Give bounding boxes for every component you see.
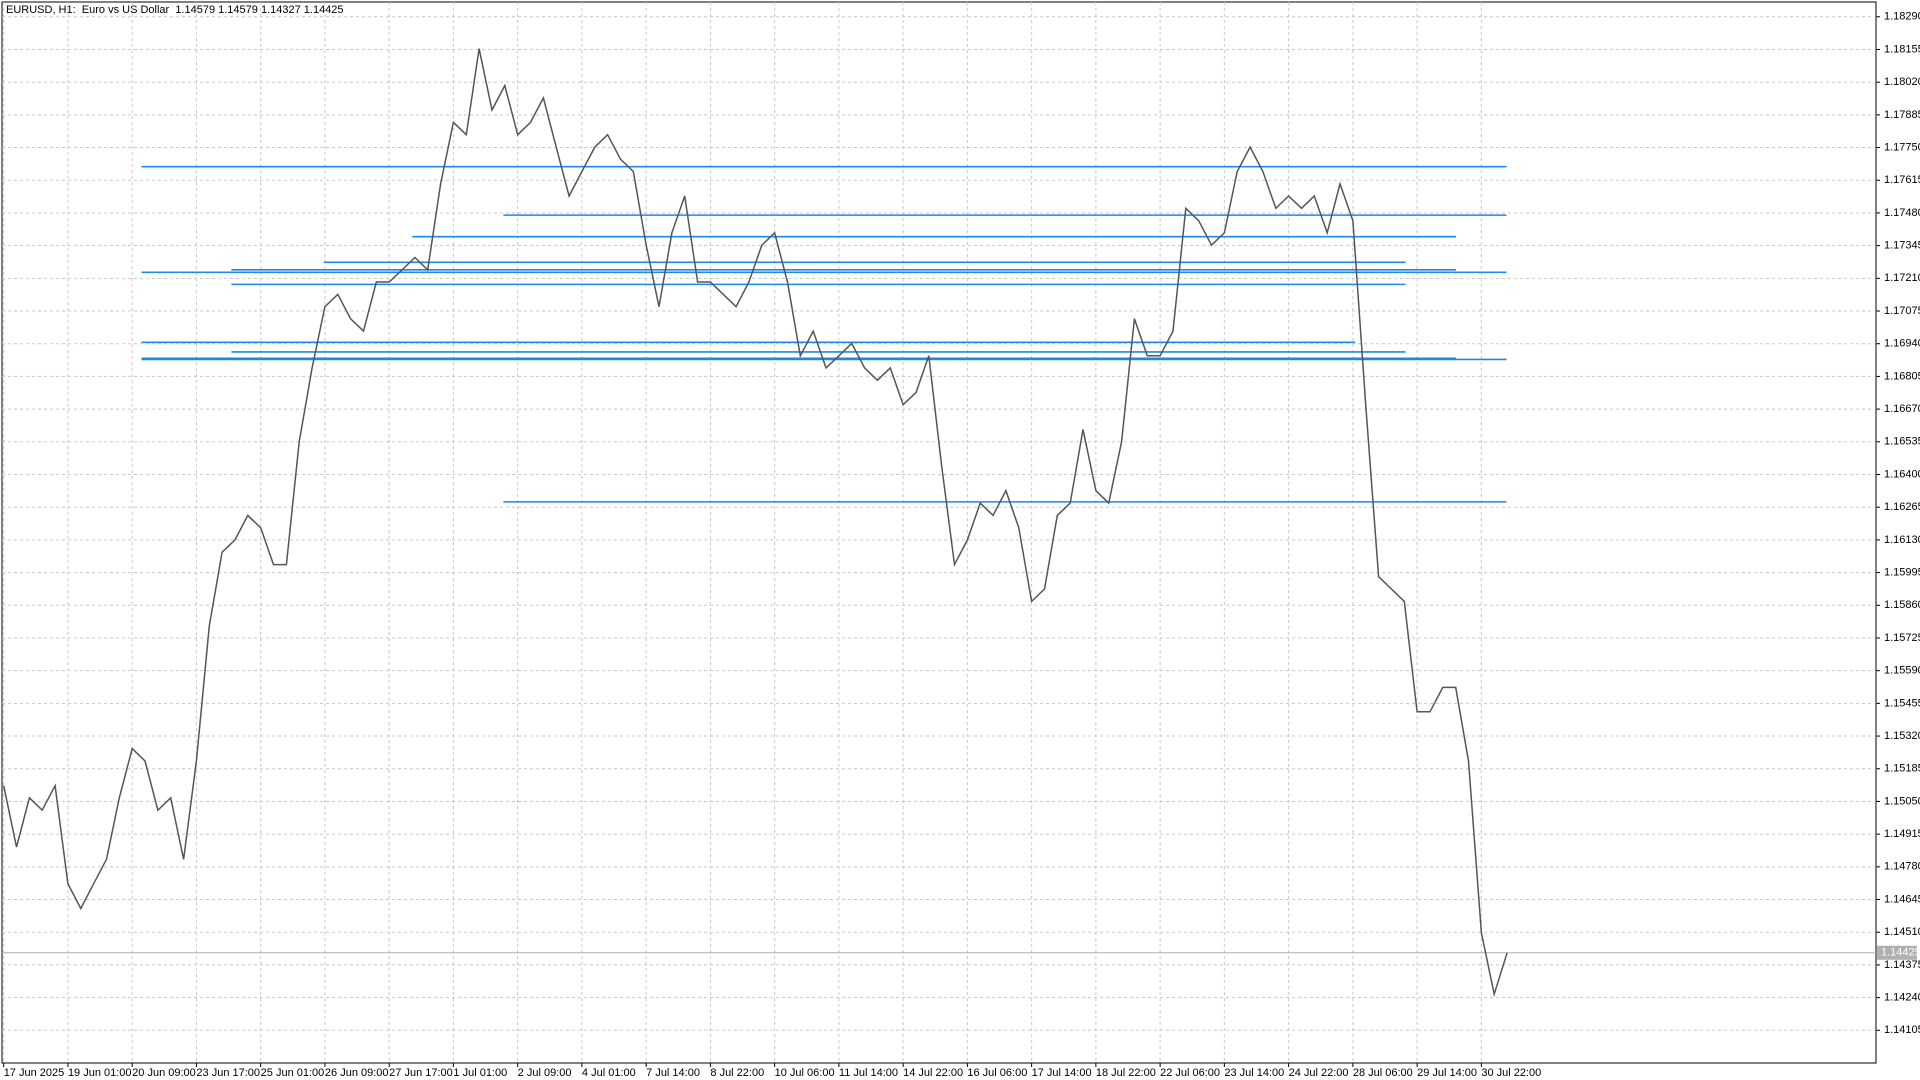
y-tick-label: 1.14240 xyxy=(1884,992,1920,1004)
x-tick-label: 17 Jul 14:00 xyxy=(1032,1067,1092,1079)
y-tick-label: 1.16400 xyxy=(1884,468,1920,480)
y-tick-label: 1.15725 xyxy=(1884,632,1920,644)
x-tick-label: 2 Jul 09:00 xyxy=(518,1067,572,1079)
x-tick-label: 28 Jul 06:00 xyxy=(1353,1067,1413,1079)
x-tick-label: 23 Jul 14:00 xyxy=(1224,1067,1284,1079)
x-tick-label: 16 Jul 06:00 xyxy=(967,1067,1027,1079)
y-tick-label: 1.15050 xyxy=(1884,795,1920,807)
x-tick-label: 14 Jul 22:00 xyxy=(903,1067,963,1079)
y-tick-label: 1.15860 xyxy=(1884,599,1920,611)
y-tick-label: 1.16535 xyxy=(1884,436,1920,448)
chart-title: EURUSD, H1: Euro vs US Dollar 1.14579 1.… xyxy=(6,4,344,16)
y-tick-label: 1.16940 xyxy=(1884,338,1920,350)
x-tick-label: 20 Jun 09:00 xyxy=(132,1067,196,1079)
x-tick-label: 22 Jul 06:00 xyxy=(1160,1067,1220,1079)
y-tick-label: 1.17750 xyxy=(1884,141,1920,153)
y-tick-label: 1.14105 xyxy=(1884,1024,1920,1036)
x-tick-label: 7 Jul 14:00 xyxy=(646,1067,700,1079)
y-tick-label: 1.15590 xyxy=(1884,665,1920,677)
y-tick-label: 1.17075 xyxy=(1884,305,1920,317)
x-tick-label: 17 Jun 2025 xyxy=(4,1067,65,1079)
y-tick-label: 1.18020 xyxy=(1884,76,1920,88)
x-tick-label: 25 Jun 01:00 xyxy=(261,1067,325,1079)
x-tick-label: 8 Jul 22:00 xyxy=(710,1067,764,1079)
x-tick-label: 27 Jun 17:00 xyxy=(389,1067,453,1079)
y-tick-label: 1.14645 xyxy=(1884,893,1920,905)
x-tick-label: 10 Jul 06:00 xyxy=(775,1067,835,1079)
y-tick-label: 1.14375 xyxy=(1884,959,1920,971)
y-tick-label: 1.15455 xyxy=(1884,697,1920,709)
y-tick-label: 1.18155 xyxy=(1884,43,1920,55)
x-tick-label: 18 Jul 22:00 xyxy=(1096,1067,1156,1079)
y-tick-label: 1.18290 xyxy=(1884,11,1920,23)
x-tick-label: 29 Jul 14:00 xyxy=(1417,1067,1477,1079)
y-tick-label: 1.16130 xyxy=(1884,534,1920,546)
y-tick-label: 1.17885 xyxy=(1884,109,1920,121)
x-tick-label: 23 Jun 17:00 xyxy=(196,1067,260,1079)
y-tick-label: 1.15185 xyxy=(1884,763,1920,775)
x-tick-label: 26 Jun 09:00 xyxy=(325,1067,389,1079)
plot-frame xyxy=(1,1,1877,1064)
y-tick-label: 1.17480 xyxy=(1884,207,1920,219)
x-tick-label: 1 Jul 01:00 xyxy=(453,1067,507,1079)
y-tick-label: 1.16670 xyxy=(1884,403,1920,415)
x-tick-label: 30 Jul 22:00 xyxy=(1481,1067,1541,1079)
x-tick-label: 11 Jul 14:00 xyxy=(839,1067,898,1079)
y-tick-label: 1.17210 xyxy=(1884,272,1920,284)
x-tick-label: 24 Jul 22:00 xyxy=(1289,1067,1349,1079)
y-tick-label: 1.17615 xyxy=(1884,174,1920,186)
bid-label-box xyxy=(1877,945,1917,960)
x-tick-label: 19 Jun 01:00 xyxy=(68,1067,132,1079)
y-tick-label: 1.14915 xyxy=(1884,828,1920,840)
y-tick-label: 1.16805 xyxy=(1884,370,1920,382)
bid-label: 1.14425 xyxy=(1881,947,1920,959)
y-tick-label: 1.15995 xyxy=(1884,566,1920,578)
x-tick-label: 4 Jul 01:00 xyxy=(582,1067,636,1079)
y-tick-label: 1.15320 xyxy=(1884,730,1920,742)
price-line xyxy=(2,48,1508,998)
y-tick-label: 1.16265 xyxy=(1884,501,1920,513)
y-tick-label: 1.17345 xyxy=(1884,240,1920,252)
y-tick-label: 1.14510 xyxy=(1884,926,1920,938)
y-tick-label: 1.14780 xyxy=(1884,861,1920,873)
